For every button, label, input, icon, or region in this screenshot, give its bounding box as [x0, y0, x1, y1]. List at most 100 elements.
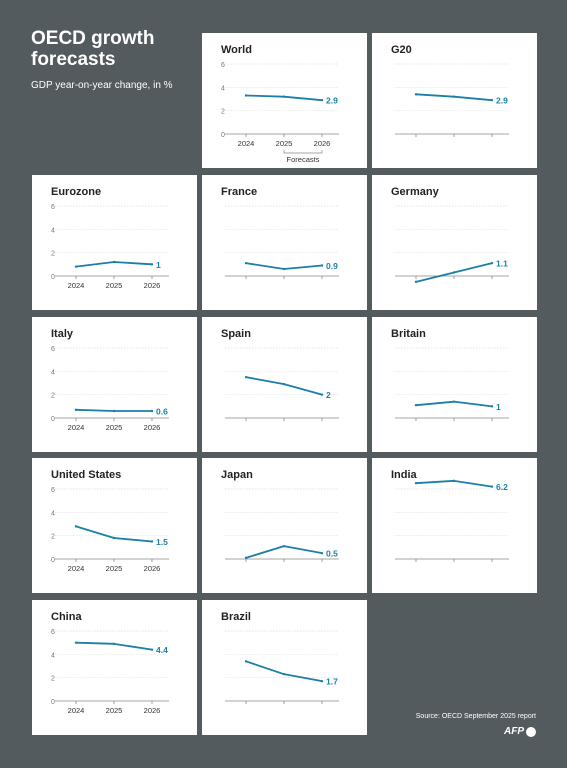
- chart-panel-britain: Britain 1: [372, 317, 537, 452]
- panel-chart: 1.7: [225, 630, 339, 704]
- y-tick-label: 6: [51, 629, 55, 636]
- panel-title: G20: [391, 44, 412, 56]
- data-point: [282, 267, 286, 271]
- x-tick-label: 2025: [106, 706, 123, 715]
- x-tick-label: 2024: [68, 564, 85, 573]
- data-point: [74, 408, 78, 412]
- end-value-label: 4.4: [156, 645, 168, 655]
- x-tick-label: 2026: [144, 706, 161, 715]
- afp-logo-dot: [526, 726, 536, 737]
- data-point: [414, 481, 418, 485]
- end-value-label: 1.5: [156, 537, 168, 547]
- chart-panel-world: World 0 2 4 6 2024 2025 2026 Forecasts 2.9: [202, 33, 367, 168]
- x-tick-label: 2025: [106, 281, 123, 290]
- data-point: [490, 98, 494, 102]
- data-point: [112, 260, 116, 264]
- y-tick-label: 0: [221, 132, 225, 139]
- x-tick-label: 2026: [144, 423, 161, 432]
- data-point: [320, 264, 324, 267]
- data-point: [282, 544, 286, 548]
- chart-panel-united-states: United States 0 2 4 6 2024 2025 2026 1.5: [32, 458, 197, 593]
- data-point: [490, 405, 494, 408]
- panel-title: United States: [51, 469, 122, 481]
- panel-chart: 0 2 4 6 2024 2025 2026 Forecasts 2.9: [221, 62, 339, 164]
- x-tick-label: 2025: [106, 564, 123, 573]
- end-value-label: 0.9: [326, 261, 338, 271]
- data-point: [150, 263, 154, 266]
- panel-chart: 2.9: [395, 63, 509, 137]
- series-line: [245, 660, 323, 683]
- x-tick-label: 2026: [144, 281, 161, 290]
- panel-title: Germany: [391, 186, 439, 198]
- y-tick-label: 2: [51, 676, 55, 683]
- data-point: [490, 261, 494, 265]
- y-tick-label: 2: [51, 534, 55, 541]
- panel-chart: 1: [395, 347, 509, 421]
- series-line: [75, 525, 153, 543]
- data-point: [244, 261, 248, 265]
- page-title: OECD growth forecasts: [31, 28, 155, 70]
- data-point: [74, 525, 78, 528]
- y-tick-label: 4: [51, 227, 55, 234]
- chart-panel-eurozone: Eurozone 0 2 4 6 2024 2025 2026 1: [32, 175, 197, 310]
- afp-logo-text: AFP: [504, 726, 524, 737]
- data-point: [112, 536, 116, 540]
- y-tick-label: 6: [51, 487, 55, 494]
- data-point: [452, 400, 456, 403]
- x-tick-label: 2025: [106, 423, 123, 432]
- panel-title: Italy: [51, 328, 74, 340]
- data-point: [150, 409, 154, 413]
- data-point: [490, 485, 494, 488]
- x-tick-label: 2026: [144, 564, 161, 573]
- x-tick-label: 2024: [238, 139, 255, 148]
- x-tick-label: 2024: [68, 423, 85, 432]
- y-tick-label: 4: [51, 369, 55, 376]
- end-value-label: 2: [326, 390, 331, 400]
- chart-panel-japan: Japan 0.5: [202, 458, 367, 593]
- panel-title: Brazil: [221, 611, 251, 623]
- end-value-label: 1.1: [496, 259, 508, 269]
- y-tick-label: 0: [51, 699, 55, 706]
- data-point: [320, 551, 324, 555]
- y-tick-label: 0: [51, 416, 55, 423]
- data-point: [74, 265, 78, 268]
- panel-title: China: [51, 611, 82, 623]
- end-value-label: 2.9: [496, 96, 508, 106]
- end-value-label: 1.7: [326, 677, 338, 687]
- forecast-annotation: Forecasts: [287, 155, 320, 164]
- data-point: [112, 642, 116, 646]
- end-value-label: 0.6: [156, 407, 168, 417]
- y-tick-label: 6: [221, 62, 225, 69]
- end-value-label: 1: [156, 260, 161, 270]
- x-tick-label: 2024: [68, 281, 85, 290]
- data-point: [452, 479, 456, 483]
- data-point: [74, 641, 78, 644]
- data-point: [320, 679, 324, 683]
- chart-panel-spain: Spain 2: [202, 317, 367, 452]
- chart-panel-germany: Germany 1.1: [372, 175, 537, 310]
- panel-chart: 0.5: [225, 488, 339, 562]
- panel-title: Eurozone: [51, 186, 102, 198]
- chart-panel-india: India 6.2: [372, 458, 537, 593]
- y-tick-label: 0: [51, 274, 55, 281]
- chart-panel-france: France 0.9: [202, 175, 367, 310]
- panel-title: Spain: [221, 328, 251, 340]
- data-point: [112, 409, 116, 413]
- source-note: Source: OECD September 2025 report: [415, 713, 536, 720]
- series-line: [245, 545, 323, 559]
- panel-title: Britain: [391, 328, 426, 340]
- panel-title: France: [221, 186, 258, 198]
- x-tick-label: 2026: [314, 139, 331, 148]
- y-tick-label: 2: [221, 109, 225, 116]
- afp-logo: AFP: [504, 726, 536, 737]
- y-tick-label: 0: [51, 557, 55, 564]
- panel-title: World: [221, 44, 252, 56]
- panel-chart: 1.1: [395, 205, 509, 284]
- end-value-label: 2.9: [326, 96, 338, 106]
- chart-panel-brazil: Brazil 1.7: [202, 600, 367, 735]
- data-point: [282, 382, 286, 386]
- data-point: [244, 660, 248, 663]
- panel-title: India: [391, 469, 417, 481]
- data-point: [414, 280, 418, 284]
- data-point: [320, 393, 324, 396]
